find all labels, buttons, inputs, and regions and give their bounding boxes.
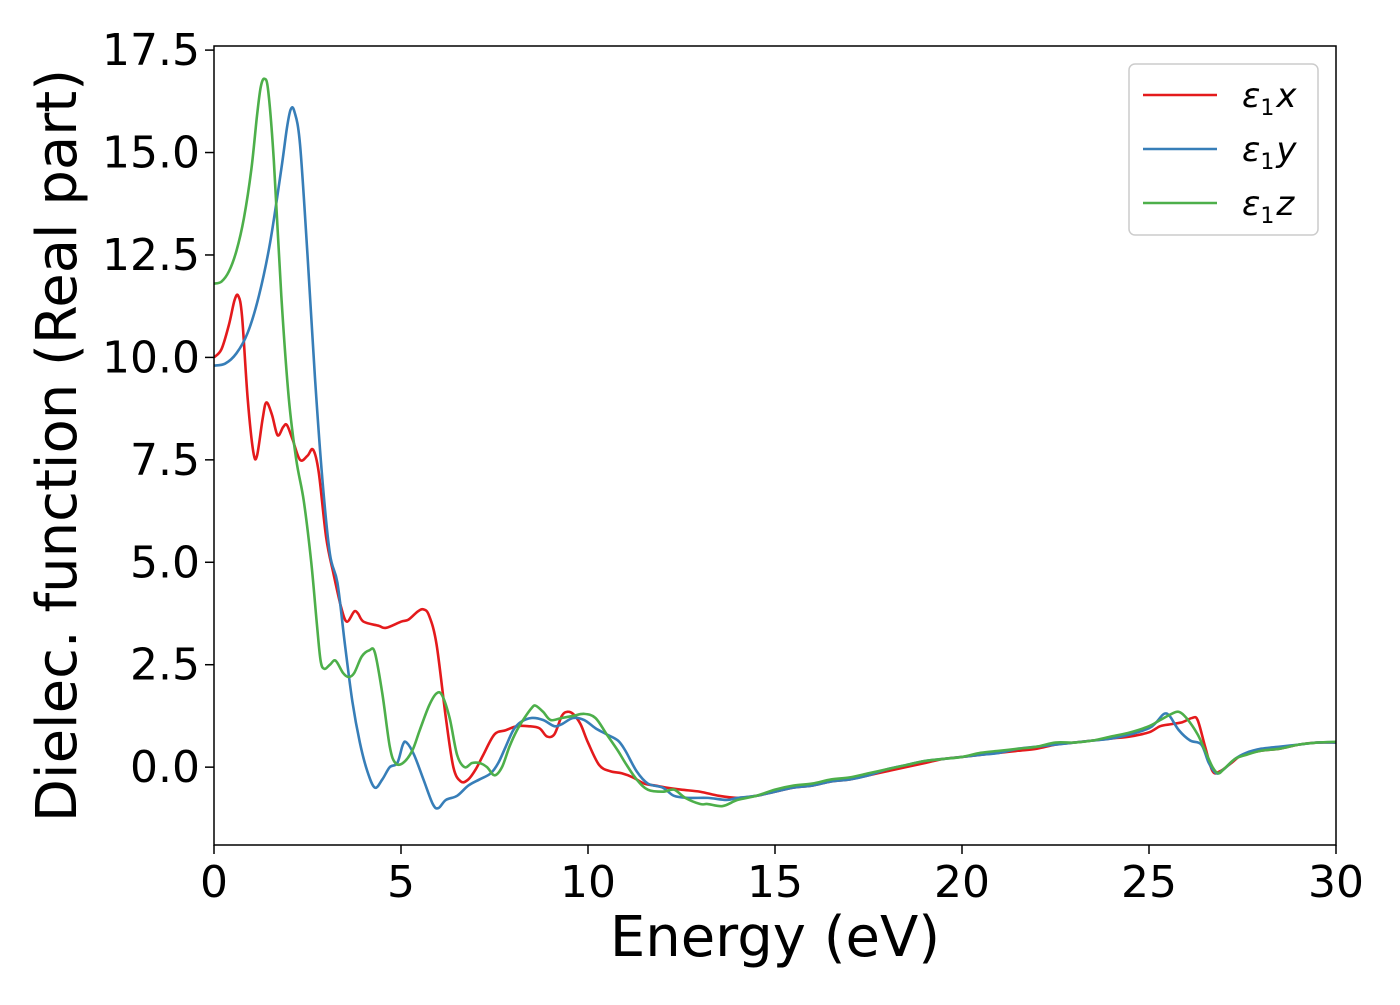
y-tick-label: 10.0	[102, 332, 200, 383]
legend-label: ε1x	[1242, 76, 1297, 121]
legend-subscript: 1	[1260, 96, 1274, 121]
y-tick-label: 0.0	[130, 742, 200, 793]
legend-label: ε1z	[1242, 184, 1295, 229]
legend-variable: y	[1275, 130, 1297, 170]
x-tick-label: 20	[934, 857, 990, 908]
y-tick-label: 15.0	[102, 128, 200, 179]
legend-item-y[interactable]: ε1y	[1143, 130, 1297, 175]
x-tick-label: 15	[747, 857, 803, 908]
legend-item-x[interactable]: ε1x	[1143, 76, 1297, 121]
legend-symbol: ε	[1242, 76, 1260, 116]
x-axis-title: Energy (eV)	[610, 905, 940, 970]
series-layer	[214, 77, 1336, 810]
series-line-x	[214, 293, 1336, 800]
y-tick-label: 2.5	[130, 640, 200, 691]
legend-variable: z	[1275, 184, 1295, 224]
y-tick-label: 12.5	[102, 230, 200, 281]
legend-symbol: ε	[1242, 184, 1260, 224]
x-tick-label: 30	[1308, 857, 1364, 908]
x-tick-label: 25	[1121, 857, 1177, 908]
x-axis-ticks: 0 5 10 15 20 25 30	[200, 845, 1364, 908]
legend-variable: x	[1275, 76, 1297, 116]
y-tick-label: 17.5	[102, 25, 200, 76]
x-tick-label: 5	[387, 857, 415, 908]
series-line-z	[214, 77, 1336, 808]
y-tick-label: 7.5	[130, 435, 200, 486]
x-tick-label: 10	[560, 857, 616, 908]
legend-label: ε1y	[1242, 130, 1297, 175]
legend-subscript: 1	[1260, 204, 1274, 229]
legend-symbol: ε	[1242, 130, 1260, 170]
legend-subscript: 1	[1260, 150, 1274, 175]
y-tick-label: 5.0	[130, 537, 200, 588]
legend-box	[1128, 63, 1319, 236]
y-axis-ticks: 0.0 2.5 5.0 7.5 10.0 12.5 15.0 17.5	[102, 25, 214, 793]
series-line-y	[214, 106, 1336, 810]
legend-item-z[interactable]: ε1z	[1143, 184, 1295, 229]
y-axis-title: Dielec. function (Real part)	[25, 69, 90, 822]
x-tick-label: 0	[200, 857, 228, 908]
